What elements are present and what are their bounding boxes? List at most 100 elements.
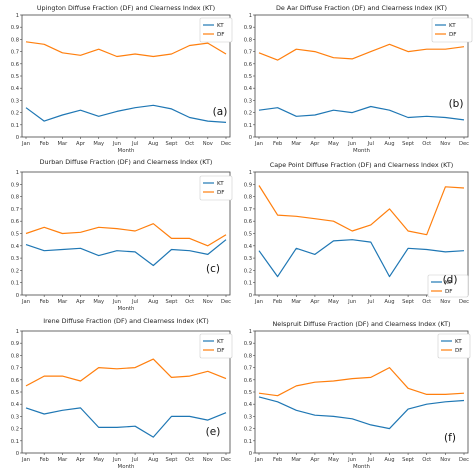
x-tick-label: Sept	[166, 141, 178, 147]
y-tick-label: 0	[16, 451, 19, 457]
x-tick-label: Nov	[203, 141, 213, 147]
legend-label-df: DF	[217, 348, 225, 354]
x-tick-label: Jun	[112, 457, 121, 463]
series-line-kt	[25, 239, 227, 267]
x-tick-label: May	[93, 141, 104, 147]
y-tick-label: 0.6	[244, 219, 252, 225]
x-tick-label: May	[328, 141, 339, 147]
series-line-df	[25, 41, 227, 58]
x-axis-label: Month	[118, 306, 135, 312]
x-tick-label: Aug	[148, 299, 158, 305]
x-tick-label: Mar	[291, 299, 302, 305]
x-tick-label: Apr	[76, 457, 86, 463]
y-tick-label: 0	[16, 135, 19, 141]
legend-label-kt: KT	[217, 181, 224, 187]
y-tick-label: 0.3	[11, 414, 19, 420]
y-tick-label: 0.4	[244, 86, 253, 92]
x-tick-label: May	[328, 299, 339, 305]
series-line-kt	[25, 407, 227, 438]
chart-panel-6: Nelspruit Diffuse Fraction (DF) and Clea…	[244, 320, 471, 470]
x-tick-label: Apr	[310, 299, 320, 305]
x-tick-label: Mar	[57, 457, 68, 463]
legend-box	[199, 175, 233, 201]
x-tick-label: Oct	[185, 299, 194, 305]
x-tick-label: May	[328, 457, 339, 463]
y-tick-label: 0.4	[244, 402, 253, 408]
y-tick-label: 0.4	[11, 402, 20, 408]
y-tick-label: 0.2	[11, 427, 19, 433]
panel-label: (f)	[444, 432, 456, 444]
y-tick-label: 0.9	[11, 182, 19, 188]
x-tick-label: Jul	[367, 299, 374, 305]
plot-frame	[254, 330, 469, 454]
x-tick-label: Jun	[347, 457, 356, 463]
x-tick-label: Feb	[273, 457, 283, 463]
y-tick-label: 0.1	[11, 123, 19, 129]
series-line-kt	[258, 239, 465, 278]
y-tick-label: 0.6	[11, 62, 19, 68]
series-line-kt	[25, 104, 227, 123]
x-tick-label: Jun	[112, 299, 121, 305]
x-tick-label: Jul	[131, 299, 138, 305]
chart-title: Cape Point Diffuse Fraction (DF) and Cle…	[270, 161, 453, 169]
legend-label-df: DF	[449, 32, 457, 38]
y-tick-label: 0.6	[11, 378, 19, 384]
y-tick-label: 0	[249, 293, 252, 299]
x-tick-label: Dec	[459, 299, 469, 305]
x-tick-label: Aug	[148, 457, 158, 463]
x-axis-label: Month	[118, 148, 135, 154]
y-tick-label: 0.5	[244, 74, 252, 80]
y-tick-label: 1	[249, 329, 252, 335]
x-tick-label: Jun	[112, 141, 121, 147]
y-tick-label: 0.9	[244, 341, 252, 347]
x-tick-label: Mar	[57, 141, 68, 147]
y-tick-label: 0	[16, 293, 19, 299]
legend-box	[431, 17, 473, 43]
y-tick-label: 0.1	[244, 439, 252, 445]
y-tick-label: 0.9	[11, 25, 19, 31]
y-tick-label: 0.8	[11, 37, 19, 43]
legend: KT DF	[199, 175, 233, 201]
x-tick-label: Mar	[57, 299, 68, 305]
x-tick-label: Apr	[76, 299, 86, 305]
legend-box	[437, 333, 471, 359]
y-tick-label: 0.5	[11, 74, 19, 80]
x-tick-label: Feb	[273, 141, 283, 147]
y-tick-label: 0.1	[244, 281, 252, 287]
x-tick-label: Sept	[402, 141, 414, 147]
x-tick-label: Feb	[40, 457, 50, 463]
legend-label-df: DF	[445, 289, 453, 295]
x-tick-label: Dec	[221, 141, 231, 147]
y-tick-label: 0.7	[244, 366, 252, 372]
legend-box	[199, 333, 233, 359]
x-tick-label: Feb	[40, 141, 50, 147]
x-tick-label: May	[93, 457, 104, 463]
legend: KT DF	[431, 17, 473, 43]
x-tick-label: Jun	[347, 299, 356, 305]
y-tick-label: 0.5	[244, 232, 252, 238]
x-tick-label: Sept	[166, 299, 178, 305]
x-tick-label: Nov	[203, 457, 213, 463]
y-tick-label: 1	[16, 13, 19, 19]
chart-panel-3: Durban Diffuse Fraction (DF) and Clearne…	[11, 158, 233, 312]
y-tick-label: 0.2	[244, 268, 252, 274]
legend-label-kt: KT	[455, 339, 462, 345]
x-tick-label: Jul	[131, 457, 138, 463]
legend-label-df: DF	[217, 32, 225, 38]
y-tick-label: 0.6	[244, 378, 252, 384]
y-tick-label: 0	[249, 451, 252, 457]
y-tick-label: 0.8	[11, 195, 19, 201]
x-tick-label: Sept	[402, 299, 414, 305]
chart-title: Upington Diffuse Fraction (DF) and Clear…	[37, 4, 215, 12]
x-tick-label: Jan	[254, 299, 263, 305]
series-line-df	[258, 43, 465, 61]
x-tick-label: Dec	[221, 457, 231, 463]
x-axis-label: Month	[353, 464, 370, 470]
series-line-kt	[258, 105, 465, 121]
legend-label-kt: KT	[449, 23, 456, 29]
x-tick-label: Mar	[291, 141, 302, 147]
y-tick-label: 0.2	[11, 111, 19, 117]
y-tick-label: 0.4	[11, 86, 20, 92]
legend-box	[199, 17, 233, 43]
x-axis-label: Month	[353, 148, 370, 154]
